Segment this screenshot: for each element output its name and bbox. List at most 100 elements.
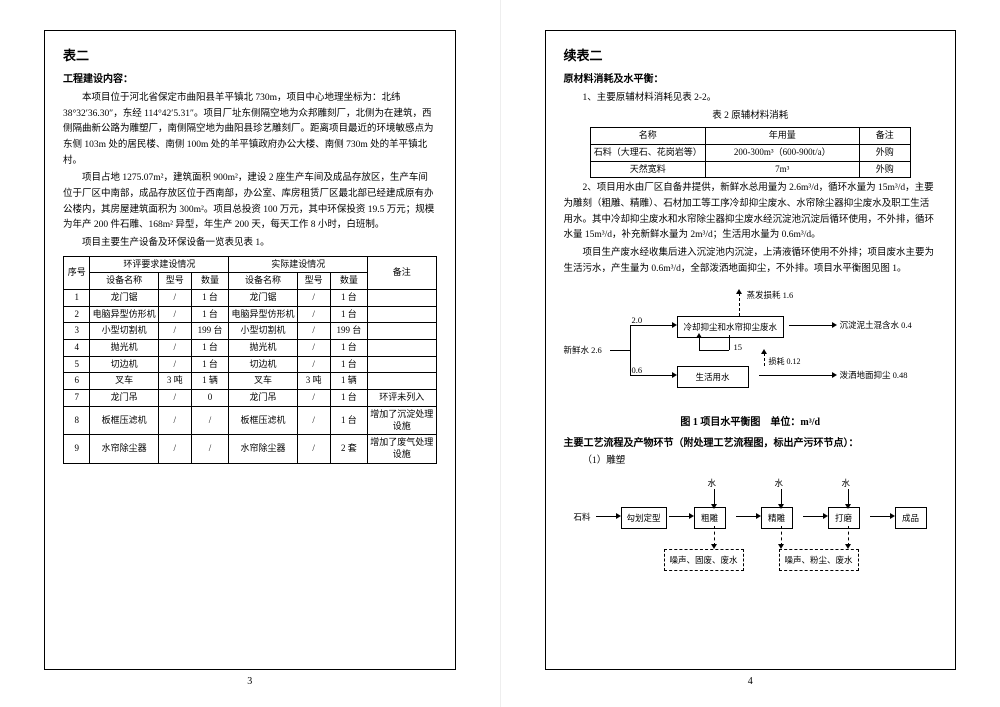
cell: 外购: [859, 161, 910, 178]
cell: 199 台: [330, 323, 367, 340]
sec2-sub: （1）雕塑: [564, 454, 938, 470]
cell: 6: [64, 373, 90, 390]
cell: 电脑异型仿形机: [90, 306, 158, 323]
cell: /: [158, 323, 191, 340]
page-4-content: 续表二 原材料消耗及水平衡： 1、主要原辅材料消耗见表 2-2。 表 2 原辅材…: [545, 30, 957, 670]
cell: 外购: [859, 144, 910, 161]
t2h3: 备注: [859, 128, 910, 145]
cell: 叉车: [229, 373, 297, 390]
table-row: 天然宽料7m³外购: [590, 161, 910, 178]
cell: 1 台: [330, 306, 367, 323]
n4: 打磨: [828, 507, 860, 529]
tbl2-title: 表 2 原辅材料消耗: [564, 109, 938, 125]
cell: 1 台: [330, 290, 367, 307]
th-dm: 型号: [158, 273, 191, 290]
cell: 1 台: [330, 340, 367, 357]
th-aq: 数量: [330, 273, 367, 290]
cell: 1 辆: [191, 373, 228, 390]
sec1-title: 工程建设内容：: [63, 72, 437, 89]
page-3-title: 表二: [63, 45, 437, 66]
cell: 叉车: [90, 373, 158, 390]
waste1: 噪声、固废、废水: [664, 549, 744, 571]
p1: 本项目位于河北省保定市曲阳县羊平镇北 730m，项目中心地理坐标为：北纬 38°…: [63, 91, 437, 169]
fresh-label: 新鲜水 2.6: [564, 343, 602, 357]
cell: /: [158, 435, 191, 463]
n5: 成品: [895, 507, 927, 529]
cell: 环评未列入: [368, 390, 436, 407]
table-1: 序号 环评要求建设情况 实际建设情况 备注 设备名称 型号 数量 设备名称 型号…: [63, 256, 437, 464]
cell: [368, 373, 436, 390]
cell: 1 台: [330, 356, 367, 373]
cell: 1 辆: [330, 373, 367, 390]
cell: /: [158, 406, 191, 434]
cell: [368, 306, 436, 323]
cell: 4: [64, 340, 90, 357]
cell: 1 台: [191, 356, 228, 373]
cell: 龙门吊: [229, 390, 297, 407]
table-row: 5切边机/1 台切边机/1 台: [64, 356, 437, 373]
cell: [368, 323, 436, 340]
cell: 3: [64, 323, 90, 340]
stone: 石料: [574, 510, 591, 524]
cell: /: [297, 340, 330, 357]
cell: 200-300m³（600-900t/a）: [705, 144, 859, 161]
wb-caption: 图 1 项目水平衡图 单位：m³/d: [564, 415, 938, 432]
n3: 精雕: [761, 507, 793, 529]
cell: 9: [64, 435, 90, 463]
cell: /: [297, 290, 330, 307]
evap: 蒸发损耗 1.6: [747, 288, 794, 302]
p2: 项目占地 1275.07m²，建筑面积 900m²，建设 2 座生产车间及成品存…: [63, 171, 437, 234]
rp1: 1、主要原辅材料消耗见表 2-2。: [564, 91, 938, 107]
page-3-content: 表二 工程建设内容： 本项目位于河北省保定市曲阳县羊平镇北 730m，项目中心地…: [44, 30, 456, 670]
cell: 龙门锯: [90, 290, 158, 307]
w2: 水: [775, 476, 784, 490]
th-plan: 环评要求建设情况: [90, 256, 229, 273]
cell: /: [297, 406, 330, 434]
cell: 2 套: [330, 435, 367, 463]
cell: 电脑异型仿形机: [229, 306, 297, 323]
cell: 板框压滤机: [229, 406, 297, 434]
cell: 增加了沉淀处理设施: [368, 406, 436, 434]
cell: 8: [64, 406, 90, 434]
cell: /: [297, 323, 330, 340]
cell: 199 台: [191, 323, 228, 340]
cell: 3 吨: [158, 373, 191, 390]
cell: 1 台: [191, 340, 228, 357]
cell: 5: [64, 356, 90, 373]
cell: 抛光机: [90, 340, 158, 357]
table-row: 9水帘除尘器//水帘除尘器/2 套增加了废气处理设施: [64, 435, 437, 463]
cell: /: [158, 290, 191, 307]
cell: 1 台: [191, 306, 228, 323]
table-row: 1龙门锯/1 台龙门锯/1 台: [64, 290, 437, 307]
sec-r1: 原材料消耗及水平衡：: [564, 72, 938, 89]
page-num-4: 4: [545, 676, 957, 687]
th-dn: 设备名称: [90, 273, 158, 290]
sec2: 主要工艺流程及产物环节（附处理工艺流程图，标出产污环节点）：: [564, 436, 938, 453]
p3: 项目主要生产设备及环保设备一览表见表 1。: [63, 236, 437, 252]
th-an: 设备名称: [229, 273, 297, 290]
t2h1: 名称: [590, 128, 705, 145]
cell: 水帘除尘器: [90, 435, 158, 463]
cell: /: [158, 356, 191, 373]
cell: /: [297, 306, 330, 323]
cell: /: [297, 435, 330, 463]
cell: 小型切割机: [229, 323, 297, 340]
cell: 板框压滤机: [90, 406, 158, 434]
cell: 小型切割机: [90, 323, 158, 340]
sprinkle: 泼洒地面抑尘 0.48: [840, 368, 908, 382]
table-2: 名称 年用量 备注 石料（大理石、花岗岩等）200-300m³（600-900t…: [590, 127, 911, 178]
rp3: 项目生产废水经收集后进入沉淀池内沉淀，上清液循环使用不外排；项目废水主要为生活污…: [564, 246, 938, 277]
cell: 1 台: [330, 406, 367, 434]
c15: 15: [734, 340, 743, 354]
cell: 龙门锯: [229, 290, 297, 307]
cell: 水帘除尘器: [229, 435, 297, 463]
cell: 1 台: [191, 290, 228, 307]
w1: 水: [708, 476, 717, 490]
cell: 7m³: [705, 161, 859, 178]
process-flowchart: 石料 勾划定型 粗雕 精雕 打磨 成品 水 水 水 噪声、固废、废水: [564, 474, 938, 584]
th-seq: 序号: [64, 256, 90, 289]
cell: /: [158, 306, 191, 323]
cell: 2: [64, 306, 90, 323]
t2h2: 年用量: [705, 128, 859, 145]
table-row: 7龙门吊/0龙门吊/1 台环评未列入: [64, 390, 437, 407]
